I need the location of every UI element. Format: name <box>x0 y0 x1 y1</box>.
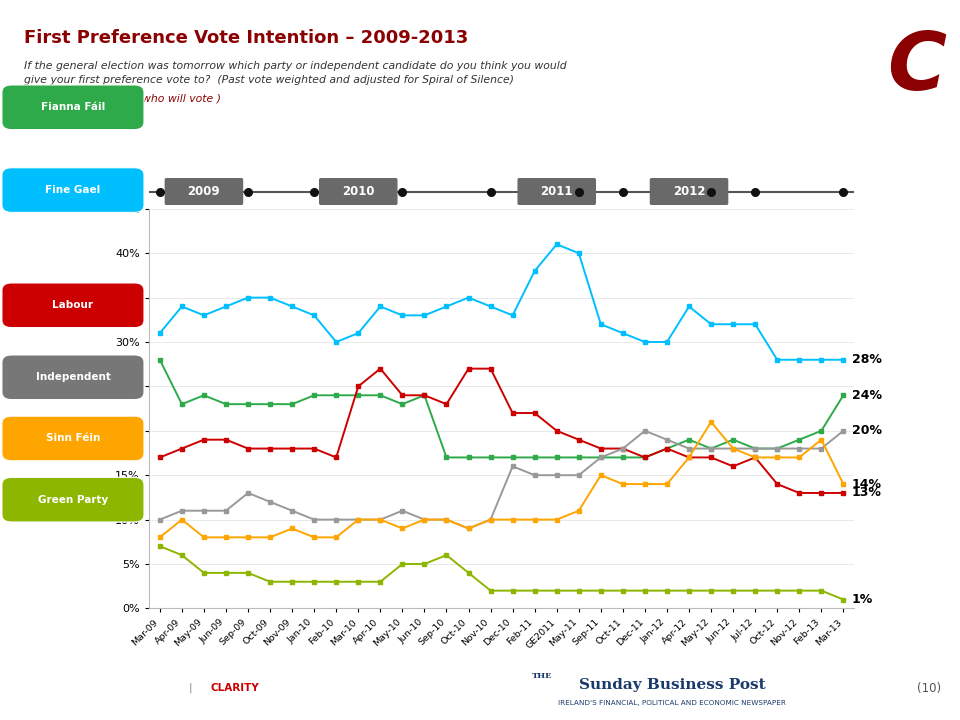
Text: IRELAND'S FINANCIAL, POLITICAL AND ECONOMIC NEWSPAPER: IRELAND'S FINANCIAL, POLITICAL AND ECONO… <box>558 700 786 706</box>
Text: 20%: 20% <box>852 424 881 437</box>
Text: 24%: 24% <box>852 389 881 402</box>
Text: If the general election was tomorrow which party or independent candidate do you: If the general election was tomorrow whi… <box>24 61 566 71</box>
Text: Labour: Labour <box>53 300 93 310</box>
FancyBboxPatch shape <box>165 179 243 204</box>
FancyBboxPatch shape <box>651 179 728 204</box>
Text: CLARITY: CLARITY <box>211 683 259 693</box>
Text: Fine Gael: Fine Gael <box>45 185 101 195</box>
Text: 13%: 13% <box>852 487 881 500</box>
Text: give your first preference vote to?  (Past vote weighted and adjusted for Spiral: give your first preference vote to? (Pas… <box>24 75 514 85</box>
Bar <box>480 661 893 718</box>
Text: Green Party: Green Party <box>37 495 108 505</box>
Text: (10): (10) <box>917 682 942 695</box>
FancyBboxPatch shape <box>518 179 595 204</box>
Text: Fianna Fáil: Fianna Fáil <box>41 102 105 112</box>
Text: First Preference Vote Intention – 2009-2013: First Preference Vote Intention – 2009-2… <box>24 29 468 47</box>
Text: Sunday Business Post: Sunday Business Post <box>579 678 765 691</box>
Text: 2011: 2011 <box>540 185 573 198</box>
Text: (Base: All adults 18+ who will vote ): (Base: All adults 18+ who will vote ) <box>24 94 221 104</box>
Text: Independent: Independent <box>36 372 110 382</box>
FancyBboxPatch shape <box>320 179 396 204</box>
Text: 1%: 1% <box>852 593 873 606</box>
Text: 2012: 2012 <box>673 185 706 198</box>
Text: |: | <box>189 683 193 693</box>
Text: 28%: 28% <box>852 354 881 366</box>
Text: 14%: 14% <box>852 477 881 490</box>
Text: 2010: 2010 <box>342 185 374 198</box>
Text: RESEARCH EVALUATION DIRECTION: RESEARCH EVALUATION DIRECTION <box>0 683 187 693</box>
Text: THE: THE <box>532 672 553 680</box>
Text: 2009: 2009 <box>187 185 220 198</box>
Text: C: C <box>887 29 947 107</box>
Text: Sinn Féin: Sinn Féin <box>46 433 100 444</box>
